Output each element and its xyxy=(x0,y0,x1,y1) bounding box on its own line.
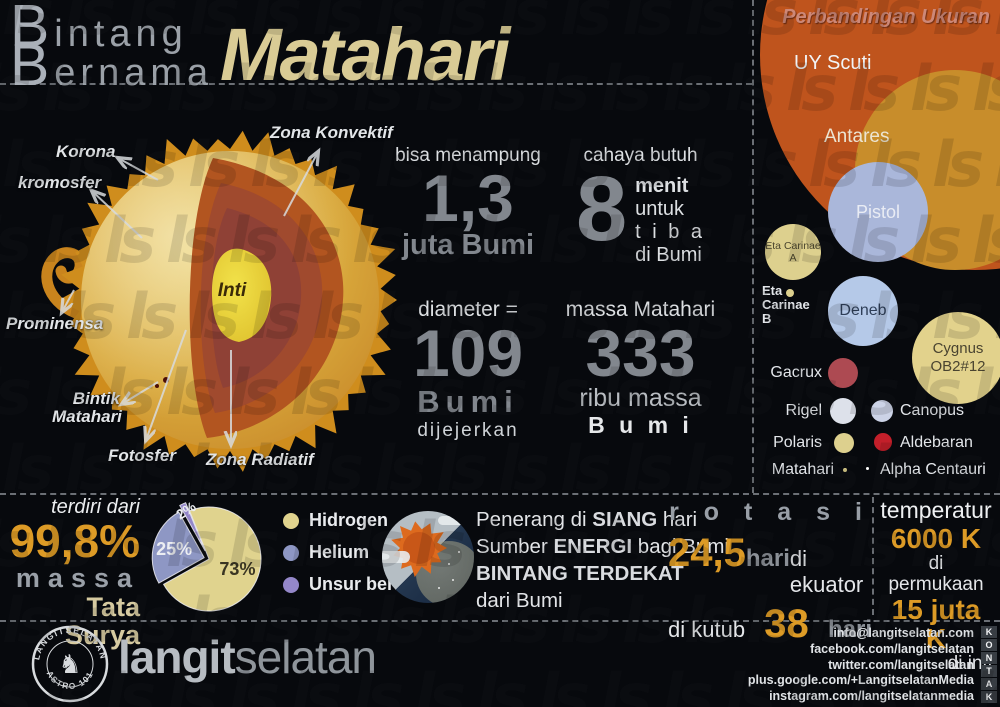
day-night-illustration xyxy=(382,511,474,603)
core-temperature-value: 15 juta K xyxy=(891,594,981,654)
sunspot-dot xyxy=(155,384,159,388)
legend-item-hidrogen: Hidrogen xyxy=(283,510,410,531)
pie-value-label: 73% xyxy=(219,559,255,579)
fact-line-2: Sumber ENERGI bagi Bumi xyxy=(476,535,729,558)
brand-wordmark: langitselatan xyxy=(118,631,377,683)
rigel-label: Rigel xyxy=(785,402,822,419)
size-comparison-panel: UY Scuti Antares Pistol Eta Carinae A Et… xyxy=(752,0,1000,492)
size-comparison-title: Perbandingan Ukuran xyxy=(782,6,990,28)
alpha-centauri-dot xyxy=(866,467,869,470)
contact-googleplus[interactable]: plus.google.com/+LangitselatanMedia xyxy=(747,673,974,688)
pie-slice-unsur-berat xyxy=(179,502,206,552)
antares-label: Antares xyxy=(824,126,890,147)
contact-twitter[interactable]: twitter.com/langitselatan xyxy=(828,657,974,672)
cygnus-ob2-12-circle: Cygnus OB2#12 xyxy=(912,312,1000,404)
unsur-berat-swatch xyxy=(283,576,299,593)
label-prominensa: Prominensa xyxy=(6,314,104,333)
contact-links: info@langitselatan.com facebook.com/lang… xyxy=(600,626,974,705)
pistol-circle xyxy=(828,162,928,262)
label-korona: Korona xyxy=(56,142,116,161)
centaur-icon: ♞ xyxy=(58,649,81,679)
footer-divider xyxy=(0,620,1000,622)
eta-carinae-b-label: Eta Carinae B xyxy=(762,283,810,326)
surface-temperature-value: 6000 K xyxy=(890,523,982,554)
label-kromosfer: kromosfer xyxy=(18,173,102,192)
label-inti: Inti xyxy=(217,280,247,301)
contact-facebook[interactable]: facebook.com/langitselatan xyxy=(810,641,974,656)
temperature-block: temperatur 6000 K di permukaan 15 juta K… xyxy=(880,497,992,674)
stat-mass: massa Matahari 333 ribu massa B u m i xyxy=(565,298,716,438)
composition-block: terdiri dari 99,8% massa Tata Surya xyxy=(9,496,140,650)
label-fotosfer: Fotosfer xyxy=(108,446,176,465)
langitselatan-stamp-logo: LANGITSELATAN ASTRO 101 ♞ xyxy=(31,625,109,703)
cloud-shape xyxy=(438,516,464,525)
canopus-label: Canopus xyxy=(900,402,965,419)
label-zona-konvektif: Zona Konvektif xyxy=(270,123,393,142)
alpha-centauri-label: Alpha Centauri xyxy=(880,461,986,478)
gacrux-circle xyxy=(828,358,858,388)
kontak-vertical-label: K O N T A K xyxy=(981,626,997,704)
canopus-circle xyxy=(871,400,893,422)
label-zona-radiatif: Zona Radiatif xyxy=(206,450,314,469)
eta-carinae-b-dot xyxy=(786,289,794,297)
polaris-label: Polaris xyxy=(773,434,822,451)
eta-carinae-a-circle: Eta Carinae A xyxy=(765,224,821,280)
rotation-block: r o t a s i 24,5 hari di ekuator di kutu… xyxy=(668,498,872,646)
rigel-circle xyxy=(830,398,856,424)
helium-swatch xyxy=(283,544,299,561)
composition-pie-chart: 73%25%2% xyxy=(151,498,262,612)
pistol-label: Pistol xyxy=(855,202,900,222)
stat-capacity: bisa menampung 1,3 juta Bumi xyxy=(395,145,541,261)
stat-light-travel: cahaya butuh 8 menit untuk t i b a di Bu… xyxy=(575,145,706,266)
matahari-dot xyxy=(843,468,847,472)
uy-scuti-label: UY Scuti xyxy=(794,52,872,74)
temperature-divider xyxy=(872,497,874,615)
panel-divider xyxy=(752,0,754,493)
bottom-row-divider xyxy=(0,493,1000,495)
gacrux-label: Gacrux xyxy=(770,364,822,381)
label-bintik-matahari: Bintik Matahari xyxy=(52,389,122,426)
aldebaran-label: Aldebaran xyxy=(900,434,973,451)
legend-item-helium: Helium xyxy=(283,542,410,563)
fact-line-4: dari Bumi xyxy=(476,589,563,612)
legend-item-unsur-berat: Unsur berat xyxy=(283,574,410,595)
pie-legend: Hidrogen Helium Unsur berat xyxy=(283,510,410,606)
core-shape xyxy=(211,248,272,342)
sunspot-dot xyxy=(163,377,169,383)
page-title-main: Matahari xyxy=(220,13,510,96)
cartoon-sun-icon xyxy=(391,521,447,578)
matahari-label: Matahari xyxy=(771,461,834,478)
contact-email[interactable]: info@langitselatan.com xyxy=(833,626,974,640)
rotation-pole-value: 38 xyxy=(764,602,809,646)
deneb-circle: Deneb xyxy=(828,276,898,346)
contact-instagram[interactable]: instagram.com/langitselatanmedia xyxy=(769,689,974,704)
page-title-line1: Bintang xyxy=(10,0,188,59)
aldebaran-circle xyxy=(874,433,892,451)
facts-block: Penerang di SIANG hari Sumber ENERGI bag… xyxy=(476,506,729,614)
hidrogen-swatch xyxy=(283,512,299,529)
fact-line-3: BINTANG TERDEKAT xyxy=(476,562,684,585)
pie-slice-helium xyxy=(151,511,205,584)
page-title-line2: Bernama xyxy=(10,33,214,98)
header-divider xyxy=(0,83,752,85)
rotation-equator-value: 24,5 xyxy=(668,531,746,575)
stat-diameter: diameter = 109 Bumi dijejerkan xyxy=(412,298,524,441)
polaris-circle xyxy=(834,433,854,453)
pie-value-label: 25% xyxy=(156,539,192,559)
fact-line-1: Penerang di SIANG hari xyxy=(476,508,698,531)
cloud-shape xyxy=(382,551,410,563)
pie-slice-hidrogen xyxy=(162,506,262,612)
